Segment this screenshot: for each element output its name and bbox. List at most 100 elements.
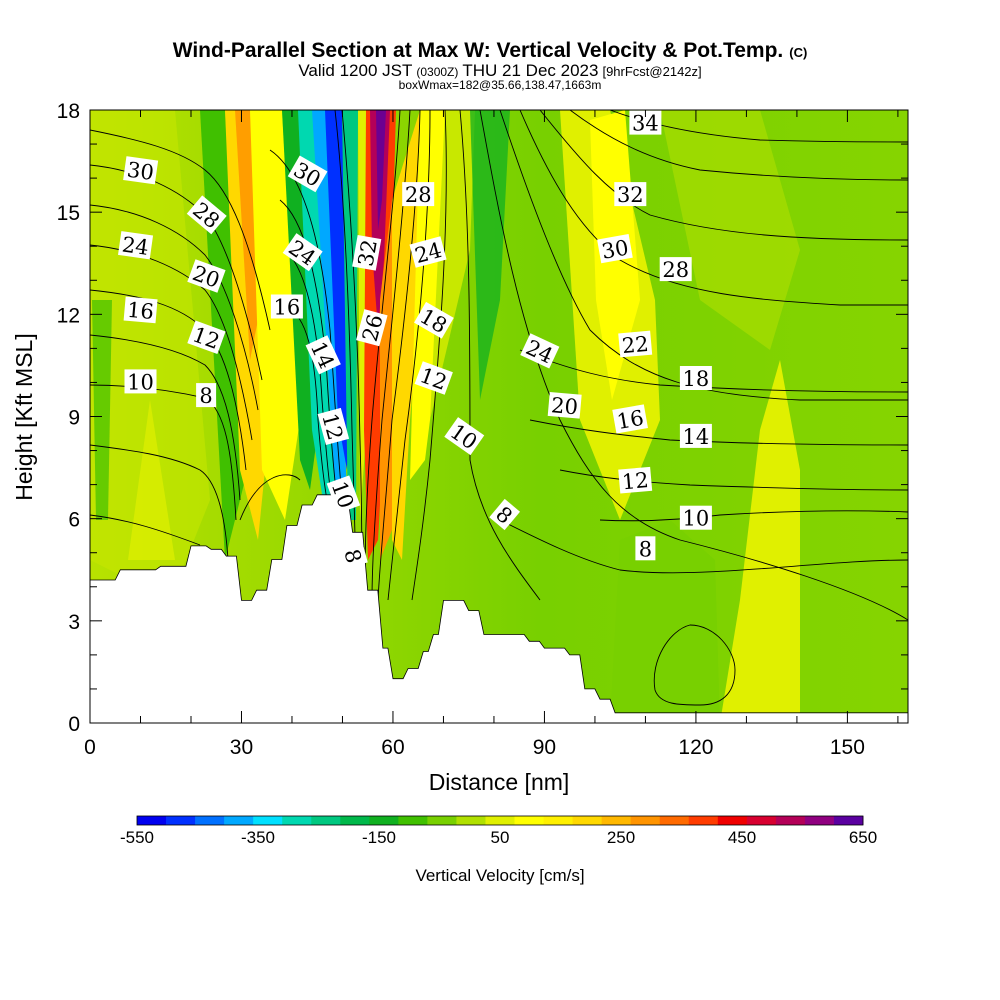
y-tick-label: 18 <box>57 100 80 123</box>
contour-label-text: 32 <box>354 238 382 268</box>
colorbar-swatch <box>166 816 196 825</box>
colorbar-swatch <box>775 816 806 825</box>
contour-label: 8 <box>196 383 217 408</box>
contour-label-text: 8 <box>199 384 212 408</box>
contour-label: 24 <box>118 231 154 260</box>
x-tick-label: 90 <box>533 736 556 759</box>
colorbar: -550 -350 -150 50 250 450 650 <box>120 815 877 847</box>
contour-label-text: 14 <box>683 425 710 449</box>
contour-label: 22 <box>618 330 653 358</box>
colorbar-swatch <box>253 816 283 825</box>
contour-label-text: 16 <box>126 298 155 324</box>
y-tick-label: 6 <box>68 509 80 532</box>
x-tick-label: 30 <box>230 736 253 759</box>
colorbar-swatch <box>282 816 312 825</box>
contour-label: 16 <box>123 296 158 324</box>
colorbar-swatch <box>572 816 603 825</box>
contour-label: 18 <box>679 366 712 391</box>
contour-label: 10 <box>327 475 361 514</box>
contour-label-text: 22 <box>621 332 650 358</box>
contour-label-text: 12 <box>621 468 650 494</box>
colorbar-swatch <box>659 816 690 825</box>
terrain <box>90 494 908 723</box>
x-tick-label: 60 <box>381 736 404 759</box>
colorbar-swatch <box>340 816 370 825</box>
colorbar-swatch <box>543 816 573 825</box>
colorbar-swatch <box>804 816 835 825</box>
contour-label: 30 <box>123 156 159 185</box>
contour-label: 14 <box>679 423 712 449</box>
colorbar-swatch <box>514 816 544 825</box>
contour-label-text: 10 <box>127 370 154 394</box>
axes: 0 30 60 90 120 150 0 3 6 9 12 15 18 <box>57 100 908 759</box>
contour-label: 10 <box>679 505 712 531</box>
x-axis-label: Distance [nm] <box>429 769 570 795</box>
contour-label-text: 16 <box>274 296 301 320</box>
x-tick-label: 0 <box>84 736 96 759</box>
contour-label-text: 28 <box>662 258 689 282</box>
colorbar-swatch <box>833 816 864 825</box>
colorbar-swatch <box>601 816 632 825</box>
contour-label-text: 30 <box>600 235 630 263</box>
colorbar-swatch <box>427 816 457 825</box>
contour-label: 14 <box>305 335 341 375</box>
colorbar-swatch <box>746 816 777 825</box>
colorbar-tick-label: -350 <box>241 828 275 847</box>
colorbar-tick-label: 650 <box>849 828 877 847</box>
contour-label-text: 8 <box>639 537 652 561</box>
plot-area: 3028242016121083024161412108322628241812… <box>90 110 908 723</box>
chart-subtitle: Valid 1200 JST (0300Z) THU 21 Dec 2023 [9hr… <box>298 61 701 80</box>
contour-label-text: 10 <box>683 507 710 531</box>
contour-label: 20 <box>547 391 582 419</box>
colorbar-swatch <box>137 816 167 825</box>
colorbar-swatch <box>311 816 341 825</box>
y-tick-label: 0 <box>68 713 80 736</box>
contour-label: 12 <box>618 466 653 494</box>
y-tick-label: 15 <box>57 202 80 225</box>
colorbar-tick-label: 50 <box>491 828 510 847</box>
chart-info: boxWmax=182@35.66,138.47,1663m <box>399 78 602 92</box>
contour-label-text: 24 <box>120 232 150 259</box>
x-tick-label: 120 <box>678 736 713 759</box>
colorbar-label: Vertical Velocity [cm/s] <box>415 866 584 885</box>
contour-label-text: 28 <box>405 183 432 207</box>
contour-label: 30 <box>597 234 633 264</box>
contour-label-text: 32 <box>617 183 644 207</box>
y-tick-label: 9 <box>68 407 80 430</box>
contour-label-text: 16 <box>615 406 645 434</box>
contour-label: 32 <box>614 182 647 207</box>
contour-label: 12 <box>414 361 453 395</box>
contour-label: 8 <box>339 543 368 569</box>
colorbar-swatch <box>630 816 661 825</box>
contour-label-text: 20 <box>550 393 579 419</box>
colorbar-swatch <box>485 816 515 825</box>
contour-label-text: 8 <box>339 547 366 566</box>
colorbar-tick-label: -150 <box>362 828 396 847</box>
contour-label: 16 <box>270 294 303 320</box>
contour-label: 26 <box>356 309 388 347</box>
y-axis-label: Height [Kft MSL] <box>11 333 37 500</box>
contour-label-text: 18 <box>683 367 710 391</box>
contour-label: 28 <box>659 257 692 282</box>
colorbar-frame <box>136 815 864 826</box>
contour-label: 32 <box>352 234 382 271</box>
colorbar-swatch <box>398 816 428 825</box>
colorbar-tick-label: 450 <box>728 828 756 847</box>
contour-label: 10 <box>124 369 157 394</box>
colorbar-swatch <box>688 816 719 825</box>
x-tick-label: 150 <box>830 736 865 759</box>
y-tick-label: 12 <box>57 304 80 327</box>
y-tick-label: 3 <box>68 611 80 634</box>
contour-label-text: 30 <box>126 158 156 185</box>
colorbar-tick-label: 250 <box>607 828 635 847</box>
chart-title: Wind-Parallel Section at Max W: Vertical… <box>173 39 808 62</box>
colorbar-swatch <box>717 816 748 825</box>
colorbar-tick-label: -550 <box>120 828 154 847</box>
colorbar-swatch <box>369 816 399 825</box>
contour-label: 8 <box>635 536 656 561</box>
colorbar-swatch <box>224 816 254 825</box>
contour-label: 28 <box>402 182 435 207</box>
contour-label: 16 <box>612 404 648 434</box>
colorbar-swatch <box>456 816 486 825</box>
